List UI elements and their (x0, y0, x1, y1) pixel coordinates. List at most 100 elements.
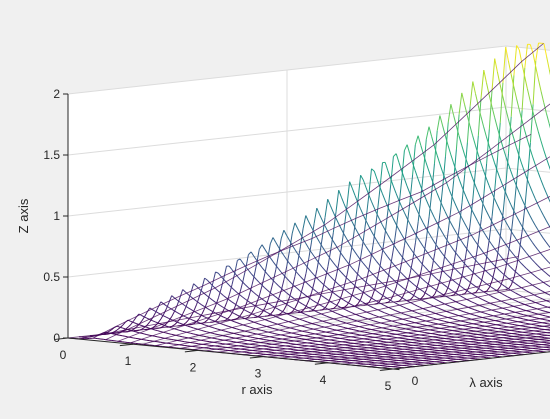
x-tick (379, 368, 394, 371)
surface-segment (510, 276, 515, 285)
surface-segment (261, 329, 265, 332)
surface-segment (547, 316, 550, 318)
surface-segment (483, 170, 487, 179)
y-axis-line (392, 351, 550, 370)
surface-segment (447, 216, 452, 223)
surface-segment (168, 316, 173, 321)
surface-segment (395, 193, 400, 201)
surface-segment (275, 242, 279, 248)
surface-segment (296, 300, 301, 303)
surface-segment (450, 180, 455, 208)
surface-segment (187, 307, 191, 310)
surface-segment (512, 234, 517, 240)
surface-segment (455, 125, 460, 136)
surface-segment (342, 334, 346, 337)
surface-segment (220, 292, 224, 296)
surface-segment (456, 284, 460, 292)
surface-segment (487, 318, 491, 320)
surface-segment (422, 319, 426, 322)
surface-segment (520, 313, 524, 316)
surface-segment (434, 287, 438, 295)
surface-segment (122, 335, 126, 337)
surface-segment (424, 328, 428, 330)
surface-segment (421, 331, 425, 333)
surface-segment (483, 69, 487, 84)
surface-segment (414, 205, 419, 213)
surface-segment (504, 191, 509, 199)
surface-segment (515, 292, 519, 295)
surface-segment (171, 310, 176, 317)
surface-segment (373, 314, 377, 317)
surface-segment (324, 297, 328, 300)
surface-segment (518, 155, 523, 165)
surface-r-line (180, 266, 550, 349)
surface-segment (239, 329, 243, 331)
surface-segment (428, 191, 433, 217)
surface-segment (313, 274, 317, 278)
surface-segment (206, 331, 210, 333)
surface-segment (534, 262, 539, 266)
surface-segment (428, 270, 432, 274)
surface-segment (272, 261, 277, 266)
surface-segment (485, 307, 489, 310)
surface-segment (540, 279, 544, 283)
surface-segment (487, 322, 491, 324)
surface-segment (231, 320, 235, 323)
surface-segment (501, 317, 505, 320)
surface-segment (154, 321, 158, 324)
surface-segment (179, 313, 183, 316)
surface-segment (463, 311, 467, 313)
surface-segment (348, 243, 353, 248)
surface-segment (260, 338, 264, 340)
surface-segment (370, 306, 374, 309)
surface-segment (384, 200, 389, 207)
surface-segment (193, 304, 197, 312)
surface-segment (523, 278, 527, 282)
surface-segment (334, 318, 338, 321)
surface-segment (394, 316, 398, 319)
surface-segment (324, 314, 328, 317)
surface-segment (215, 318, 219, 322)
surface-segment (409, 223, 413, 229)
surface-segment (537, 79, 542, 92)
surface-segment (329, 316, 333, 319)
surface-segment (523, 322, 526, 324)
surface-segment (400, 327, 404, 329)
surface-segment (414, 317, 418, 319)
surface-segment (236, 304, 241, 308)
surface-segment (496, 298, 500, 301)
surface-segment (297, 253, 301, 258)
surface-segment (359, 236, 364, 243)
surface-segment (419, 318, 423, 321)
surface-segment (250, 276, 255, 289)
surface-segment (526, 280, 530, 284)
surface-segment (348, 302, 352, 306)
surface-segment (373, 288, 377, 292)
surface-segment (244, 318, 248, 321)
surface-segment (417, 178, 422, 187)
surface-segment (326, 327, 330, 329)
surface-segment (411, 329, 414, 331)
surface-segment (365, 265, 369, 270)
surface-segment (332, 276, 337, 289)
surface-segment (471, 255, 476, 260)
surface-segment (430, 285, 434, 289)
surface-segment (439, 249, 443, 254)
surface-segment (494, 58, 498, 72)
surface-segment (422, 264, 427, 269)
surface-segment (294, 308, 298, 311)
surface-segment (291, 296, 295, 300)
surface-segment (357, 273, 361, 278)
surface-segment (496, 251, 500, 256)
surface-segment (342, 331, 346, 333)
surface-segment (515, 185, 520, 193)
surface-segment (405, 314, 409, 317)
surface-segment (430, 257, 435, 262)
surface-segment (288, 314, 292, 317)
surface-segment (387, 256, 391, 261)
surface-segment (509, 323, 513, 325)
surface-segment (212, 326, 216, 329)
surface-segment (130, 336, 134, 339)
surface-segment (395, 266, 399, 271)
